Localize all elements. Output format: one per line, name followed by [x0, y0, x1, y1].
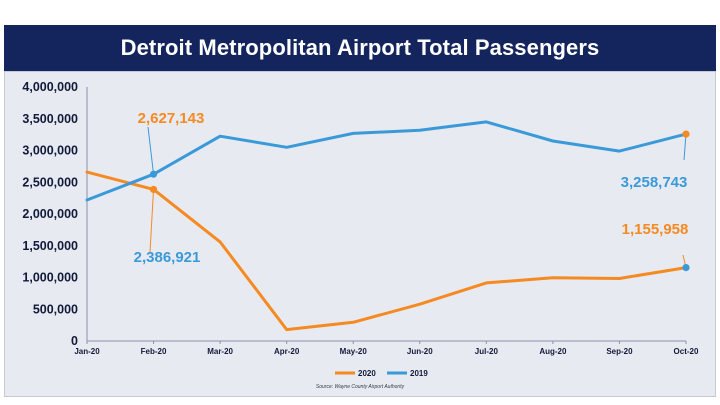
chart-panel	[4, 71, 716, 397]
chart-title-banner: Detroit Metropolitan Airport Total Passe…	[4, 25, 716, 71]
legend-label-2019: 2019	[410, 369, 428, 378]
y-tick-label: 0	[71, 334, 78, 348]
y-tick-label: 2,500,000	[22, 175, 78, 189]
y-tick-label: 3,000,000	[22, 144, 78, 158]
annotation-leader	[149, 189, 155, 253]
y-tick-label: 2,000,000	[22, 207, 78, 221]
data-point-marker	[149, 185, 158, 194]
y-tick-label: 1,000,000	[22, 271, 78, 285]
series-line-2019	[85, 120, 688, 202]
data-point-marker	[682, 130, 690, 138]
x-tick-label: Oct-20	[674, 347, 699, 356]
x-tick-label: Jun-20	[407, 347, 433, 356]
source-note: Source: Wayne County Airport Authority	[316, 384, 405, 390]
x-tick-label: Jan-20	[74, 347, 100, 356]
y-tick-label: 4,000,000	[22, 80, 78, 94]
annotation-leader	[147, 126, 155, 175]
y-tick-label: 1,500,000	[22, 239, 78, 253]
y-tick-label: 3,500,000	[22, 112, 78, 126]
x-tick-label: Jul-20	[475, 347, 499, 356]
x-tick-label: May-20	[340, 347, 368, 356]
y-tick-label: 500,000	[33, 302, 78, 316]
data-label: 3,258,743	[621, 174, 688, 191]
x-tick-label: Mar-20	[207, 347, 233, 356]
annotation-leader	[683, 134, 687, 161]
legend-label-2020: 2020	[358, 369, 376, 378]
series-line-2020	[85, 170, 688, 332]
x-tick-label: Aug-20	[539, 347, 567, 356]
data-label: 1,155,958	[622, 221, 689, 238]
data-point-marker	[149, 170, 158, 178]
x-tick-label: Apr-20	[274, 347, 300, 356]
x-tick-label: Feb-20	[141, 347, 167, 356]
data-label: 2,627,143	[138, 110, 205, 127]
chart-title: Detroit Metropolitan Airport Total Passe…	[120, 35, 600, 60]
data-label: 2,386,921	[134, 249, 201, 266]
data-point-marker	[682, 263, 690, 272]
x-tick-label: Sep-20	[606, 347, 633, 356]
